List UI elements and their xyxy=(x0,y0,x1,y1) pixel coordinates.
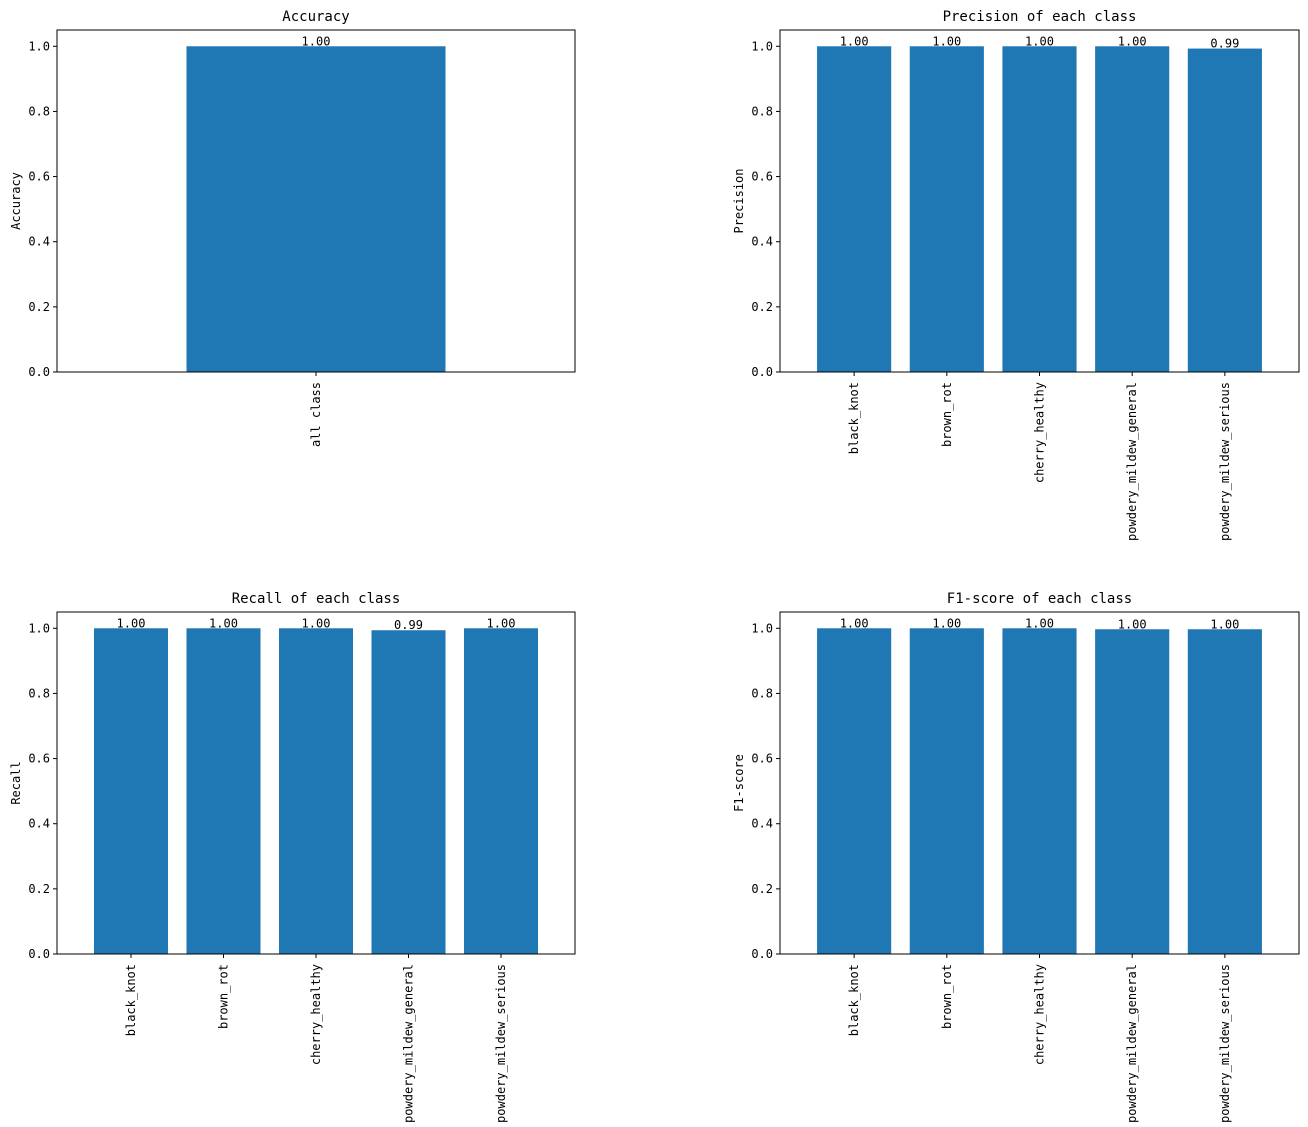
f1-score-value-label-3: 1.00 xyxy=(1118,617,1147,631)
recall-ytick-label-0: 0.0 xyxy=(28,947,50,961)
recall-value-label-4: 1.00 xyxy=(487,616,516,630)
f1-score-bar-1 xyxy=(909,628,984,954)
f1-score-chart-title: F1-score of each class xyxy=(947,591,1132,607)
accuracy-ytick-label-0: 0.0 xyxy=(28,365,50,379)
recall-xtick-label-0: black_knot xyxy=(124,964,138,1036)
recall-value-label-2: 1.00 xyxy=(302,616,331,630)
f1-score-value-label-2: 1.00 xyxy=(1025,616,1054,630)
precision-value-label-2: 1.00 xyxy=(1025,34,1054,48)
accuracy-ytick-label-2: 0.4 xyxy=(28,235,50,249)
recall-xtick-label-2: cherry_healthy xyxy=(309,964,323,1065)
f1-score-ytick-label-3: 0.6 xyxy=(751,752,773,766)
f1-score-value-label-4: 1.00 xyxy=(1210,617,1239,631)
recall-ytick-label-2: 0.4 xyxy=(28,817,50,831)
recall-chart: 0.0 0.2 0.4 0.6 0.8 1.0 black_knot brown_rot che… xyxy=(9,591,576,1123)
precision-bar-3 xyxy=(1095,46,1170,372)
precision-bar-4 xyxy=(1187,48,1262,372)
precision-chart: 0.0 0.2 0.4 0.6 0.8 1.0 black_knot brown_rot che… xyxy=(732,9,1300,541)
f1-score-xtick-label-0: black_knot xyxy=(847,964,861,1036)
f1-score-ytick-label-1: 0.2 xyxy=(751,882,773,896)
f1-score-bar-3 xyxy=(1095,629,1170,954)
precision-value-label-4: 0.99 xyxy=(1210,37,1239,51)
f1-score-xtick-label-1: brown_rot xyxy=(940,964,954,1029)
accuracy-ytick-label-4: 0.8 xyxy=(28,104,50,118)
recall-ytick-label-4: 0.8 xyxy=(28,686,50,700)
recall-value-label-0: 1.00 xyxy=(117,616,146,630)
accuracy-ytick-label-5: 1.0 xyxy=(28,39,50,53)
recall-ytick-label-5: 1.0 xyxy=(28,621,50,635)
accuracy-ytick-label-3: 0.6 xyxy=(28,170,50,184)
recall-xtick-label-3: powdery_mildew_general xyxy=(402,964,416,1123)
precision-ytick-label-3: 0.6 xyxy=(751,170,773,184)
f1-score-xtick-label-2: cherry_healthy xyxy=(1033,964,1047,1065)
recall-chart-title: Recall of each class xyxy=(232,591,401,607)
f1-score-ytick-label-0: 0.0 xyxy=(751,947,773,961)
accuracy-ytick-label-1: 0.2 xyxy=(28,300,50,314)
accuracy-bar-0 xyxy=(186,46,446,372)
f1-score-ytick-label-4: 0.8 xyxy=(751,686,773,700)
f1-score-value-label-0: 1.00 xyxy=(840,616,869,630)
accuracy-y-axis-label: Accuracy xyxy=(9,172,23,230)
f1-score-ytick-label-5: 1.0 xyxy=(751,621,773,635)
recall-bar-1 xyxy=(186,628,261,954)
recall-ytick-label-1: 0.2 xyxy=(28,882,50,896)
precision-xtick-label-1: brown_rot xyxy=(940,382,954,447)
precision-bar-2 xyxy=(1002,46,1077,372)
recall-ytick-label-3: 0.6 xyxy=(28,752,50,766)
precision-ytick-label-4: 0.8 xyxy=(751,104,773,118)
f1-score-bar-4 xyxy=(1187,629,1262,954)
precision-value-label-1: 1.00 xyxy=(932,34,961,48)
precision-value-label-3: 1.00 xyxy=(1118,34,1147,48)
accuracy-chart-title: Accuracy xyxy=(282,9,349,25)
precision-xtick-label-4: powdery_mildew_serious xyxy=(1218,382,1232,541)
precision-value-label-0: 1.00 xyxy=(840,34,869,48)
f1-score-xtick-label-3: powdery_mildew_general xyxy=(1125,964,1139,1123)
f1-score-value-label-1: 1.00 xyxy=(932,616,961,630)
f1-score-chart: 0.0 0.2 0.4 0.6 0.8 1.0 black_knot brown_rot che… xyxy=(732,591,1300,1123)
recall-bar-4 xyxy=(464,628,538,954)
f1-score-xtick-label-4: powdery_mildew_serious xyxy=(1218,964,1232,1123)
precision-ytick-label-1: 0.2 xyxy=(751,300,773,314)
accuracy-value-label-0: 1.00 xyxy=(302,34,331,48)
precision-chart-title: Precision of each class xyxy=(943,9,1137,25)
precision-bar-1 xyxy=(909,46,984,372)
recall-value-label-1: 1.00 xyxy=(209,616,238,630)
f1-score-bar-2 xyxy=(1002,628,1077,954)
recall-bar-3 xyxy=(371,630,446,954)
accuracy-xtick-label-0: all class xyxy=(309,382,323,447)
f1-score-y-axis-label: F1-score xyxy=(732,754,746,812)
precision-y-axis-label: Precision xyxy=(732,168,746,233)
recall-y-axis-label: Recall xyxy=(9,761,23,804)
precision-xtick-label-3: powdery_mildew_general xyxy=(1125,382,1139,541)
recall-xtick-label-1: brown_rot xyxy=(217,964,231,1029)
precision-ytick-label-0: 0.0 xyxy=(751,365,773,379)
accuracy-chart: 0.0 0.2 0.4 0.6 0.8 1.0 all class 1.00 Accuracy A… xyxy=(9,9,576,447)
precision-xtick-label-2: cherry_healthy xyxy=(1033,382,1047,483)
recall-bar-0 xyxy=(94,628,168,954)
precision-bar-0 xyxy=(817,46,892,372)
precision-xtick-label-0: black_knot xyxy=(847,382,861,454)
f1-score-ytick-label-2: 0.4 xyxy=(751,817,773,831)
recall-bar-2 xyxy=(279,628,353,954)
recall-xtick-label-4: powdery_mildew_serious xyxy=(494,964,508,1123)
f1-score-bar-0 xyxy=(817,628,892,954)
recall-value-label-3: 0.99 xyxy=(394,618,423,632)
precision-ytick-label-2: 0.4 xyxy=(751,235,773,249)
precision-ytick-label-5: 1.0 xyxy=(751,39,773,53)
